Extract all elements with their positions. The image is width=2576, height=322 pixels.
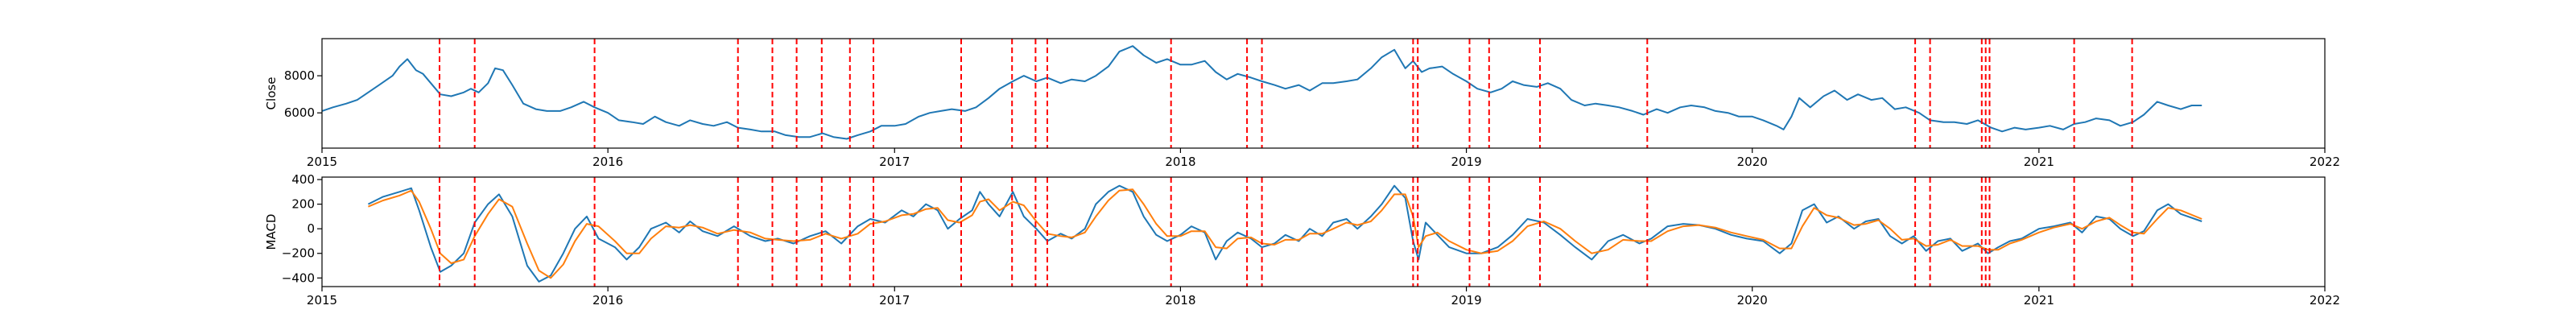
close-y-axis-label: Close <box>264 77 279 110</box>
macd-y-axis-label: MACD <box>264 214 279 250</box>
close-y-tick-label: 8000 <box>284 68 315 83</box>
macd-x-tick-label: 2019 <box>1451 293 1481 308</box>
macd-y-tick-label: 400 <box>291 172 315 187</box>
macd-y-tick-label: −200 <box>282 246 315 261</box>
macd-axes-frame <box>321 176 2326 287</box>
macd-x-tick-label: 2022 <box>2310 293 2340 308</box>
close-x-tick-label: 2022 <box>2310 155 2340 169</box>
close-x-tick-label: 2021 <box>2024 155 2054 169</box>
close-x-tick-label: 2020 <box>1737 155 1768 169</box>
macd-panel: 2015 2016 2017 2018 2019 2020 2021 2022 −400 −200… <box>264 172 2340 308</box>
close-panel: 2015 2016 2017 2018 2019 2020 2021 2022 6000 8000… <box>264 38 2340 169</box>
close-x-tick-label: 2017 <box>879 155 910 169</box>
macd-series-2-line <box>368 188 2202 279</box>
macd-series-1-line <box>367 184 2202 283</box>
close-x-tick-label: 2018 <box>1165 155 1195 169</box>
macd-y-tick-label: 200 <box>291 197 315 212</box>
macd-x-tick-label: 2020 <box>1737 293 1768 308</box>
macd-x-tick-label: 2015 <box>307 293 337 308</box>
macd-y-tick-label: 0 <box>307 221 315 236</box>
macd-x-tick-label: 2016 <box>592 293 623 308</box>
close-series-1-line <box>321 45 2202 140</box>
close-x-tick-label: 2016 <box>592 155 623 169</box>
macd-x-tick-label: 2018 <box>1165 293 1195 308</box>
close-x-tick-label: 2015 <box>307 155 337 169</box>
macd-y-tick-label: −400 <box>282 270 315 285</box>
close-axes-frame <box>321 38 2326 149</box>
macd-x-tick-label: 2017 <box>879 293 910 308</box>
close-x-tick-label: 2019 <box>1451 155 1481 169</box>
macd-x-tick-label: 2021 <box>2024 293 2054 308</box>
close-y-tick-label: 6000 <box>284 105 315 120</box>
